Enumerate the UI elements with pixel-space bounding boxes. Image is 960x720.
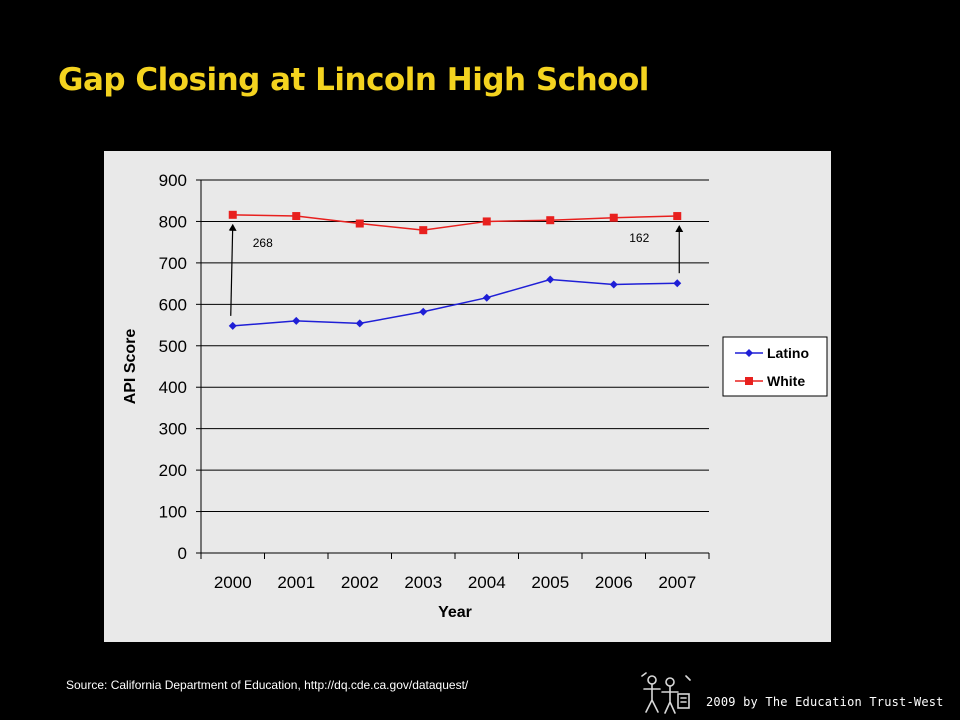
source-note: Source: California Department of Educati… xyxy=(66,678,469,692)
y-tick-label: 800 xyxy=(159,212,187,231)
x-axis-title: Year xyxy=(438,604,472,621)
education-trust-logo-icon xyxy=(641,672,691,714)
y-tick-label: 700 xyxy=(159,254,187,273)
data-point xyxy=(673,279,682,288)
y-tick-label: 600 xyxy=(159,295,187,314)
gap-label: 268 xyxy=(253,236,273,250)
data-point xyxy=(355,319,364,328)
x-tick-label: 2006 xyxy=(595,573,633,592)
series-line xyxy=(232,278,678,327)
y-tick-label: 0 xyxy=(178,544,187,563)
data-point xyxy=(609,213,618,222)
gap-label: 162 xyxy=(629,231,649,245)
line-chart: 0 100 200 300 400 500 600 700 800 900 2000 2001 2002… xyxy=(122,171,828,621)
data-point xyxy=(546,275,555,284)
y-tick-label: 900 xyxy=(159,171,187,190)
data-point xyxy=(355,219,364,228)
series-white xyxy=(228,210,682,235)
y-tick-label: 200 xyxy=(159,461,187,480)
legend-swatch-marker xyxy=(745,377,753,385)
data-point xyxy=(228,321,237,330)
data-point xyxy=(482,293,491,302)
x-tick-label: 2002 xyxy=(341,573,379,592)
y-tick-label: 300 xyxy=(159,420,187,439)
series xyxy=(228,210,682,330)
legend-item-latino: Latino xyxy=(735,345,809,361)
x-tick-label: 2001 xyxy=(277,573,315,592)
data-point xyxy=(673,212,682,221)
x-tick-label: 2003 xyxy=(404,573,442,592)
annotations: 268 162 xyxy=(228,223,684,316)
data-point xyxy=(482,217,491,226)
legend-item-white: White xyxy=(735,373,805,389)
x-tick-label: 2000 xyxy=(214,573,252,592)
legend: Latino White xyxy=(722,336,828,397)
data-point xyxy=(419,226,428,235)
y-axis-title: API Score xyxy=(122,329,139,405)
legend-label: White xyxy=(767,373,805,389)
y-tick-label: 400 xyxy=(159,378,187,397)
series-line xyxy=(232,214,678,231)
y-tick-label: 100 xyxy=(159,503,187,522)
x-tick-label: 2005 xyxy=(531,573,569,592)
legend-label: Latino xyxy=(767,345,809,361)
data-point xyxy=(292,316,301,325)
slide-title: Gap Closing at Lincoln High School xyxy=(58,62,649,98)
x-tick-label: 2007 xyxy=(658,573,696,592)
axes: 0 100 200 300 400 500 600 700 800 900 2000 2001 2002… xyxy=(122,171,710,621)
data-point xyxy=(419,307,428,316)
copyright-text: 2009 by The Education Trust-West xyxy=(706,695,944,709)
x-tick-label: 2004 xyxy=(468,573,506,592)
data-point xyxy=(228,210,237,219)
gap-arrow xyxy=(228,223,237,316)
chart-panel: 0 100 200 300 400 500 600 700 800 900 2000 2001 2002… xyxy=(104,151,831,642)
grid-lines xyxy=(201,179,709,554)
data-point xyxy=(609,280,618,289)
legend-swatch-marker xyxy=(745,349,753,357)
y-tick-label: 500 xyxy=(159,337,187,356)
legend-box xyxy=(722,336,828,397)
data-point xyxy=(546,216,555,225)
data-point xyxy=(292,212,301,221)
series-latino xyxy=(228,275,682,330)
